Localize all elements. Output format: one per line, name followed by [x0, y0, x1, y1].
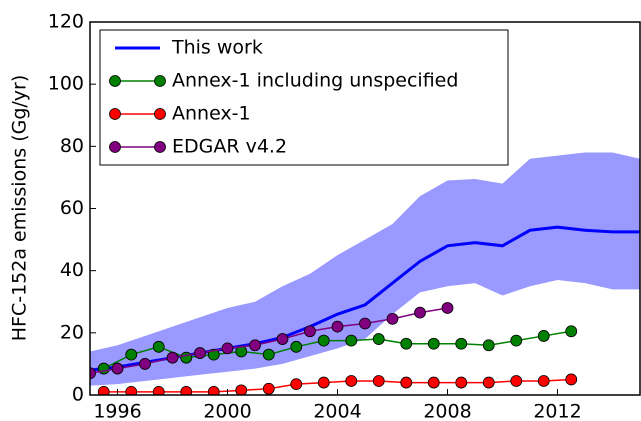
marker — [537, 375, 550, 387]
marker — [262, 382, 275, 395]
marker — [304, 325, 316, 338]
legend-label: Annex-1 including unspecified — [172, 70, 458, 92]
marker — [221, 342, 234, 355]
marker — [262, 348, 275, 361]
marker — [414, 306, 426, 319]
legend-marker — [109, 108, 121, 120]
y-axis-label: HFC-152a emissions (Gg/yr) — [9, 75, 31, 342]
uncertainty-band — [90, 152, 640, 386]
marker — [317, 376, 330, 389]
marker — [565, 325, 578, 338]
marker — [510, 375, 523, 387]
marker — [166, 351, 179, 364]
legend-marker — [154, 108, 166, 120]
marker — [482, 376, 495, 389]
marker — [290, 340, 303, 353]
marker — [441, 302, 454, 314]
y-tick-label: 120 — [48, 11, 84, 33]
x-tick-label: 2012 — [533, 401, 581, 421]
marker — [97, 362, 110, 375]
x-tick-label: 2008 — [423, 401, 471, 421]
marker — [400, 337, 413, 350]
marker — [290, 378, 303, 391]
marker — [427, 337, 440, 350]
marker — [276, 333, 289, 345]
marker — [317, 334, 330, 347]
y-tick-label: 80 — [60, 135, 84, 157]
marker — [455, 376, 468, 389]
marker — [359, 317, 371, 330]
y-tick-label: 20 — [60, 321, 84, 343]
marker — [482, 339, 495, 352]
y-tick-label: 40 — [60, 259, 84, 281]
marker — [427, 376, 440, 389]
marker — [152, 340, 165, 353]
x-tick-label: 1996 — [93, 401, 141, 421]
legend-marker — [109, 75, 121, 87]
marker — [235, 345, 248, 358]
marker — [90, 367, 96, 380]
marker — [125, 385, 138, 395]
marker — [565, 373, 578, 386]
y-tick-label: 100 — [48, 73, 84, 95]
marker — [345, 375, 358, 387]
marker — [125, 348, 138, 361]
marker — [400, 376, 413, 389]
x-tick-label: 2004 — [313, 401, 361, 421]
marker — [345, 334, 358, 347]
legend-box — [99, 29, 509, 166]
marker — [180, 351, 193, 364]
marker — [111, 362, 124, 375]
x-tick-label: 2000 — [203, 401, 251, 421]
marker — [455, 337, 468, 350]
plot-area — [90, 152, 640, 395]
legend-label: EDGAR v4.2 — [172, 136, 287, 158]
marker — [372, 375, 385, 387]
marker — [386, 312, 399, 325]
marker — [537, 330, 550, 342]
marker — [139, 358, 151, 370]
marker — [372, 333, 385, 345]
marker — [194, 347, 206, 359]
marker — [180, 385, 193, 395]
legend-marker — [154, 75, 166, 87]
y-tick-label: 60 — [60, 197, 84, 219]
legend-marker — [109, 141, 121, 153]
marker — [235, 384, 248, 395]
marker — [331, 320, 344, 333]
legend-label: Annex-1 — [172, 103, 251, 125]
marker — [249, 339, 261, 352]
y-tick-label: 0 — [72, 384, 84, 406]
marker — [97, 385, 110, 395]
marker — [152, 385, 165, 395]
marker — [510, 334, 523, 347]
legend-marker — [154, 141, 166, 153]
legend-label: This work — [171, 37, 263, 59]
marker — [207, 385, 220, 395]
